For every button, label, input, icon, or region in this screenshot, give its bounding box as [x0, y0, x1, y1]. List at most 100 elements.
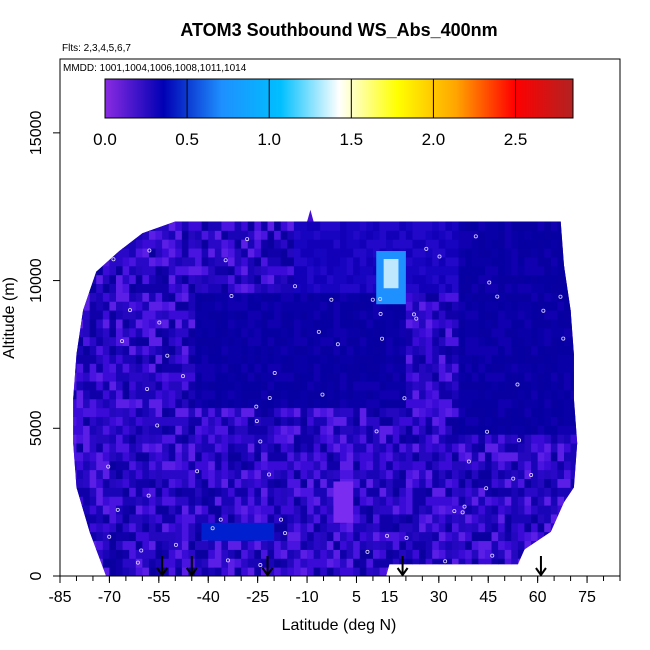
heatmap-cell: [168, 230, 176, 240]
heatmap-cell: [504, 540, 512, 550]
heatmap-cell: [438, 363, 446, 373]
heatmap-cell: [129, 398, 137, 409]
heatmap-cell: [425, 567, 433, 576]
heatmap-cell: [484, 416, 493, 426]
heatmap-cell: [274, 469, 282, 480]
heatmap-cell: [142, 469, 150, 480]
heatmap-cell: [214, 256, 222, 267]
heatmap-cell: [465, 354, 473, 364]
heatmap-cell: [320, 478, 328, 488]
heatmap-cell: [498, 310, 506, 320]
heatmap-cell: [353, 416, 361, 426]
heatmap-cell: [208, 451, 216, 462]
heatmap-cell: [208, 567, 216, 576]
heatmap-cell: [307, 248, 315, 258]
heatmap-cell: [109, 398, 117, 409]
heatmap-cell: [340, 416, 348, 426]
heatmap-cell: [359, 469, 367, 480]
heatmap-cell: [359, 496, 367, 506]
heatmap-cell: [438, 381, 446, 391]
heatmap-cell: [300, 407, 308, 417]
heatmap-cell: [307, 381, 315, 391]
heatmap-cell: [122, 230, 130, 240]
heatmap-cell: [438, 230, 446, 240]
heatmap-cell: [201, 540, 209, 550]
heatmap-cell: [76, 416, 84, 426]
heatmap-cell: [228, 505, 236, 515]
heatmap-cell: [517, 363, 525, 373]
heatmap-cell: [458, 505, 466, 515]
heatmap-cell: [511, 496, 519, 506]
heatmap-cell: [188, 416, 196, 426]
heatmap-cell: [313, 425, 321, 435]
heatmap-cell: [241, 318, 249, 329]
heatmap-cell: [300, 363, 308, 373]
heatmap-cell: [300, 425, 308, 435]
heatmap-cell: [445, 265, 453, 276]
heatmap-cell: [537, 327, 545, 338]
heatmap-cell: [452, 522, 460, 533]
heatmap-cell: [313, 469, 321, 480]
heatmap-cell: [340, 540, 348, 550]
heatmap-cell: [531, 416, 539, 426]
heatmap-cell: [195, 425, 203, 435]
heatmap-cell: [208, 327, 216, 338]
heatmap-cell: [241, 336, 249, 347]
heatmap-cell: [564, 230, 572, 240]
heatmap-cell: [432, 372, 440, 382]
heatmap-cell: [287, 487, 295, 497]
heatmap-cell: [478, 283, 486, 293]
heatmap-cell: [570, 513, 578, 524]
heatmap-cell: [570, 451, 578, 462]
heatmap-cell: [445, 336, 453, 347]
heatmap-cell: [89, 496, 97, 506]
heatmap-cell: [76, 522, 84, 533]
heatmap-cell: [484, 336, 493, 347]
heatmap-cell: [287, 372, 295, 382]
heatmap-cell: [181, 540, 189, 550]
sample-point: [329, 297, 334, 302]
heatmap-cell: [452, 327, 460, 338]
heatmap-cell: [195, 505, 203, 515]
heatmap-cell: [300, 256, 308, 267]
heatmap-cell: [570, 283, 578, 293]
surface-arrows: [156, 556, 547, 577]
heatmap-cell: [234, 310, 242, 320]
heatmap-cell: [83, 274, 91, 285]
heatmap-cell: [379, 522, 387, 533]
heatmap-cell: [313, 221, 321, 231]
heatmap-cell: [438, 372, 446, 382]
heatmap-cell: [550, 398, 558, 409]
heatmap-cell: [214, 549, 222, 559]
heatmap-cell: [557, 283, 565, 293]
heatmap-cell: [412, 522, 420, 533]
heatmap-cell: [517, 513, 525, 524]
heatmap-cell: [320, 522, 328, 533]
heatmap-cell: [148, 256, 157, 267]
heatmap-cell: [175, 451, 183, 462]
heatmap-cell: [221, 354, 229, 364]
heatmap-cell: [267, 451, 275, 462]
heatmap-cell: [208, 248, 216, 258]
heatmap-cell: [557, 407, 565, 417]
heatmap-cell: [326, 381, 334, 391]
heatmap-cell: [293, 451, 301, 462]
heatmap-cell: [267, 292, 275, 302]
heatmap-cell: [517, 469, 525, 480]
heatmap-cell: [208, 265, 216, 276]
heatmap-cell: [392, 239, 400, 249]
heatmap-cell: [517, 345, 525, 355]
heatmap-cell: [96, 460, 104, 471]
heatmap-cell: [379, 327, 387, 338]
heatmap-cell: [102, 398, 110, 409]
heatmap-cell: [550, 221, 558, 231]
heatmap-cell: [498, 407, 506, 417]
heatmap-cell: [392, 221, 400, 231]
heatmap-cell: [313, 558, 321, 568]
heatmap-cell: [142, 283, 150, 293]
heatmap-cell: [168, 345, 176, 355]
heatmap-cell: [458, 469, 466, 480]
heatmap-cell: [498, 496, 506, 506]
heatmap-cell: [293, 558, 301, 568]
heatmap-cell: [313, 345, 321, 355]
